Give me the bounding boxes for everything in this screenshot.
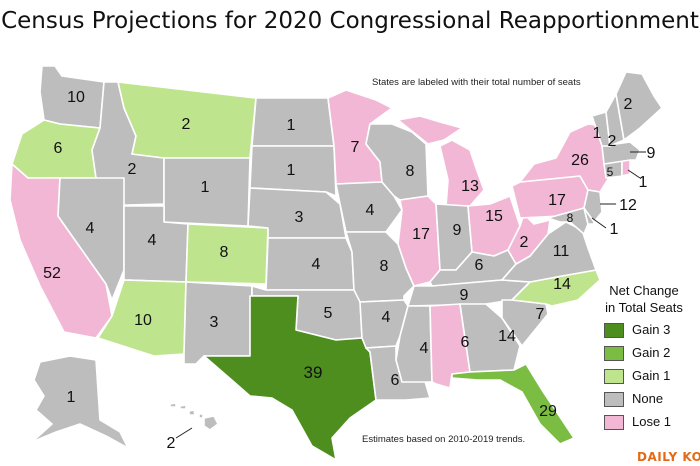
state-mo: [345, 231, 415, 303]
seat-label-pa: 17: [548, 192, 566, 209]
seat-label-co: 8: [220, 244, 229, 261]
state-sd: [249, 145, 337, 197]
seat-label-la: 6: [391, 372, 400, 389]
seat-label-tx: 39: [304, 363, 323, 382]
seat-label-hi: 2: [167, 435, 176, 452]
legend-label: Gain 3: [632, 322, 671, 337]
seat-label-nm: 3: [210, 314, 219, 331]
legend: Net Change in Total Seats Gain 3 Gain 2 …: [596, 282, 692, 436]
seat-label-id: 2: [128, 161, 137, 178]
legend-label: Gain 2: [632, 345, 671, 360]
legend-title-line2: in Total Seats: [605, 300, 683, 315]
seat-label-fl: 29: [539, 403, 557, 420]
state-wv: [507, 213, 551, 265]
legend-item-none: None: [596, 390, 692, 409]
seat-label-ca: 52: [43, 265, 61, 282]
seat-label-or: 6: [54, 140, 63, 157]
state-hi: [169, 402, 219, 431]
legend-swatch: [604, 392, 624, 407]
state-ca: [9, 163, 113, 339]
seat-label-de: 1: [610, 221, 619, 238]
seat-label-ia: 4: [366, 202, 375, 219]
seat-label-ms: 4: [420, 340, 429, 357]
seat-label-mn: 7: [351, 139, 360, 156]
seat-label-nv: 4: [86, 220, 95, 237]
legend-swatch: [604, 369, 624, 384]
seat-label-mi: 13: [461, 178, 479, 195]
state-la: [365, 345, 431, 401]
map-title: Census Projections for 2020 Congressiona…: [1, 8, 699, 34]
seat-label-ri: 1: [639, 174, 648, 191]
leader-line-hi: [175, 427, 193, 439]
footnote: Estimates based on 2010-2019 trends.: [362, 434, 526, 445]
legend-item-lose-1: Lose 1: [596, 413, 692, 432]
state-ri: [621, 159, 631, 177]
seat-label-ne: 3: [295, 209, 304, 226]
seat-label-ma: 9: [647, 145, 656, 162]
seat-label-il: 17: [412, 226, 430, 243]
seat-label-ky: 6: [475, 257, 484, 274]
seat-label-az: 10: [134, 312, 152, 329]
legend-item-gain-3: Gain 3: [596, 321, 692, 340]
state-ks: [265, 237, 355, 291]
legend-item-gain-1: Gain 1: [596, 367, 692, 386]
state-nj: [583, 189, 603, 223]
seat-label-md: 8: [567, 211, 574, 225]
seat-label-wa: 10: [67, 89, 85, 106]
seat-label-vt: 1: [593, 125, 602, 142]
seat-label-ga: 14: [498, 328, 516, 345]
state-fl: [451, 363, 575, 445]
state-ar: [359, 299, 409, 349]
state-ma: [601, 141, 641, 165]
state-mi: [397, 115, 485, 207]
seat-label-va: 11: [553, 243, 570, 260]
state-tx: [203, 295, 377, 461]
seat-label-nh: 2: [608, 133, 617, 150]
seat-label-nd: 1: [287, 117, 296, 134]
seat-label-al: 6: [461, 334, 470, 351]
legend-item-gain-2: Gain 2: [596, 344, 692, 363]
state-ak: [31, 355, 129, 449]
state-il: [397, 195, 441, 287]
leader-lines: [175, 151, 646, 439]
state-me: [615, 71, 663, 141]
seat-label-sd: 1: [287, 162, 296, 179]
seat-label-ok: 5: [324, 305, 333, 322]
legend-swatch: [604, 346, 624, 361]
legend-swatch: [604, 415, 624, 430]
seat-label-ar: 4: [382, 309, 391, 326]
legend-title-line1: Net Change: [609, 283, 679, 298]
leader-line-ri: [627, 169, 641, 179]
seat-label-ut: 4: [148, 232, 157, 249]
seat-label-wv: 2: [520, 234, 529, 251]
leader-line-de: [591, 217, 607, 229]
seat-label-tn: 9: [460, 287, 469, 304]
seat-label-nj: 12: [619, 197, 637, 214]
state-shapes: [9, 65, 663, 461]
seat-label-me: 2: [624, 96, 633, 113]
map-subtitle: States are labeled with their total numb…: [372, 77, 581, 88]
seat-label-ny: 26: [571, 152, 589, 169]
legend-swatch: [604, 323, 624, 338]
seat-label-ak: 1: [67, 389, 76, 406]
seat-label-sc: 7: [536, 306, 545, 323]
seat-label-oh: 15: [485, 208, 503, 225]
legend-title: Net Change in Total Seats: [596, 282, 692, 316]
legend-label: None: [632, 391, 664, 406]
state-seat-labels: 10 6 52 2 4 2 1 4 10 8 3 1 1 3 4 5 39 7 …: [43, 89, 655, 452]
seat-label-mt: 2: [182, 116, 191, 133]
seat-label-ct: 5: [607, 165, 614, 179]
daily-kos-logo: DAILY KOS: [637, 450, 700, 464]
seat-label-wy: 1: [201, 179, 210, 196]
legend-label: Lose 1: [632, 414, 672, 429]
seat-label-mo: 8: [380, 258, 389, 275]
seat-label-in: 9: [453, 222, 462, 239]
seat-label-ks: 4: [312, 256, 321, 273]
seat-label-nc: 14: [553, 276, 571, 293]
seat-label-wi: 8: [406, 163, 415, 180]
state-nv: [57, 177, 125, 301]
legend-label: Gain 1: [632, 368, 671, 383]
